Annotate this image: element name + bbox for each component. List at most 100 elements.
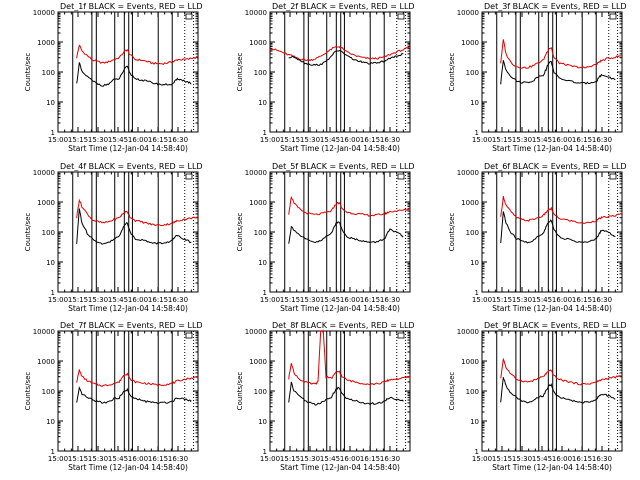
x-tick-label: 15:00 [472,296,492,304]
x-tick-label: 15:30 [512,136,532,144]
y-axis-label: Counts/sec [448,372,456,411]
x-tick-label: 15:45 [320,455,340,463]
x-tick-label: 16:00 [552,455,572,463]
series-events-line [76,62,192,87]
x-tick-label: 15:45 [108,296,128,304]
x-axis-label: Start Time (12-Jan-04 14:58:40) [68,304,188,313]
plot-frame [57,11,199,133]
y-tick-label: 1 [475,289,479,297]
y-tick-label: 10 [46,99,55,107]
x-tick-label: 15:30 [88,455,108,463]
panel-6: Det_6f BLACK = Events, RED = LLD 1 10 100 10… [448,162,627,313]
plot-frame [57,171,199,293]
y-tick-label: 1000 [249,199,267,207]
y-tick-label: 10000 [457,9,479,17]
x-tick-label: 15:30 [300,455,320,463]
panel-1: Det_1f BLACK = Events, RED = LLD 1 10 100 10… [24,2,203,153]
x-tick-label: 16:00 [340,136,360,144]
y-tick-label: 1000 [37,358,55,366]
x-axis-label: Start Time (12-Jan-04 14:58:40) [68,144,188,153]
plot-frame [269,11,411,133]
y-tick-label: 100 [42,69,55,77]
corner-box [397,332,405,339]
series-events-line [500,211,616,244]
x-tick-label: 16:30 [592,136,612,144]
panel-title: Det_5f BLACK = Events, RED = LLD [272,162,415,171]
x-tick-label: 15:15 [492,296,512,304]
corner-box [185,13,193,20]
corner-box [609,13,617,20]
x-tick-label: 15:30 [300,136,320,144]
panel-title: Det_6f BLACK = Events, RED = LLD [484,162,627,171]
x-tick-label: 15:15 [68,455,88,463]
x-tick-label: 15:30 [300,296,320,304]
x-tick-label: 16:00 [340,455,360,463]
series-lld-line [288,195,411,217]
y-tick-label: 10000 [33,9,55,17]
series-events-line [500,377,616,404]
x-tick-label: 16:00 [552,136,572,144]
y-tick-label: 1000 [249,358,267,366]
y-tick-label: 1 [475,129,479,137]
y-tick-label: 10000 [457,169,479,177]
panel-9: Det_9f BLACK = Events, RED = LLD 1 10 100 10… [448,321,627,472]
x-tick-label: 15:45 [532,136,552,144]
y-tick-label: 100 [466,69,479,77]
x-axis-label: Start Time (12-Jan-04 14:58:40) [280,304,400,313]
x-tick-label: 16:15 [360,136,380,144]
y-tick-label: 1000 [37,199,55,207]
series-lld-line [500,195,623,224]
x-tick-label: 16:15 [148,455,168,463]
x-tick-label: 15:15 [280,455,300,463]
y-tick-label: 10 [46,418,55,426]
x-tick-label: 15:00 [260,455,280,463]
x-axis-label: Start Time (12-Jan-04 14:58:40) [492,144,612,153]
x-tick-label: 15:30 [512,455,532,463]
y-tick-label: 1 [263,448,267,456]
y-tick-label: 1000 [461,39,479,47]
panel-title: Det_7f BLACK = Events, RED = LLD [60,321,203,330]
series-lld-line [76,369,199,387]
x-tick-label: 16:15 [572,296,592,304]
y-tick-label: 10000 [245,169,267,177]
series-events-line [76,386,192,405]
x-tick-label: 16:30 [168,455,188,463]
y-tick-label: 1 [51,129,55,137]
x-tick-label: 15:30 [88,296,108,304]
y-tick-label: 100 [466,229,479,237]
panel-title: Det_9f BLACK = Events, RED = LLD [484,321,627,330]
x-tick-label: 16:15 [360,455,380,463]
x-tick-label: 16:15 [572,136,592,144]
y-tick-label: 10000 [33,328,55,336]
x-tick-label: 15:15 [492,455,512,463]
x-tick-label: 15:00 [260,296,280,304]
x-tick-label: 15:15 [492,136,512,144]
x-tick-label: 15:30 [88,136,108,144]
y-tick-label: 100 [254,69,267,77]
x-axis-label: Start Time (12-Jan-04 14:58:40) [280,463,400,472]
x-tick-label: 16:00 [340,296,360,304]
x-tick-label: 16:00 [128,455,148,463]
corner-box [397,13,405,20]
x-axis-label: Start Time (12-Jan-04 14:58:40) [492,463,612,472]
series-lld-line [269,46,411,62]
x-tick-label: 15:45 [108,455,128,463]
panel-2: Det_2f BLACK = Events, RED = LLD 1 10 100 10… [236,2,415,153]
panel-8: Det_8f BLACK = Events, RED = LLD 1 10 100 10… [236,321,415,472]
x-tick-label: 15:15 [68,136,88,144]
x-tick-label: 16:30 [380,296,400,304]
y-tick-label: 10 [470,99,479,107]
x-tick-label: 16:00 [128,296,148,304]
corner-box [609,173,617,180]
panel-title: Det_8f BLACK = Events, RED = LLD [272,321,415,330]
panel-4: Det_4f BLACK = Events, RED = LLD 1 10 100 10… [24,162,203,313]
y-tick-label: 1 [475,448,479,456]
y-tick-label: 1000 [249,39,267,47]
x-tick-label: 15:00 [472,136,492,144]
series-events-line [288,381,404,406]
x-tick-label: 15:00 [48,136,68,144]
x-tick-label: 16:00 [128,136,148,144]
corner-box [185,173,193,180]
y-axis-label: Counts/sec [236,53,244,92]
y-tick-label: 100 [42,229,55,237]
